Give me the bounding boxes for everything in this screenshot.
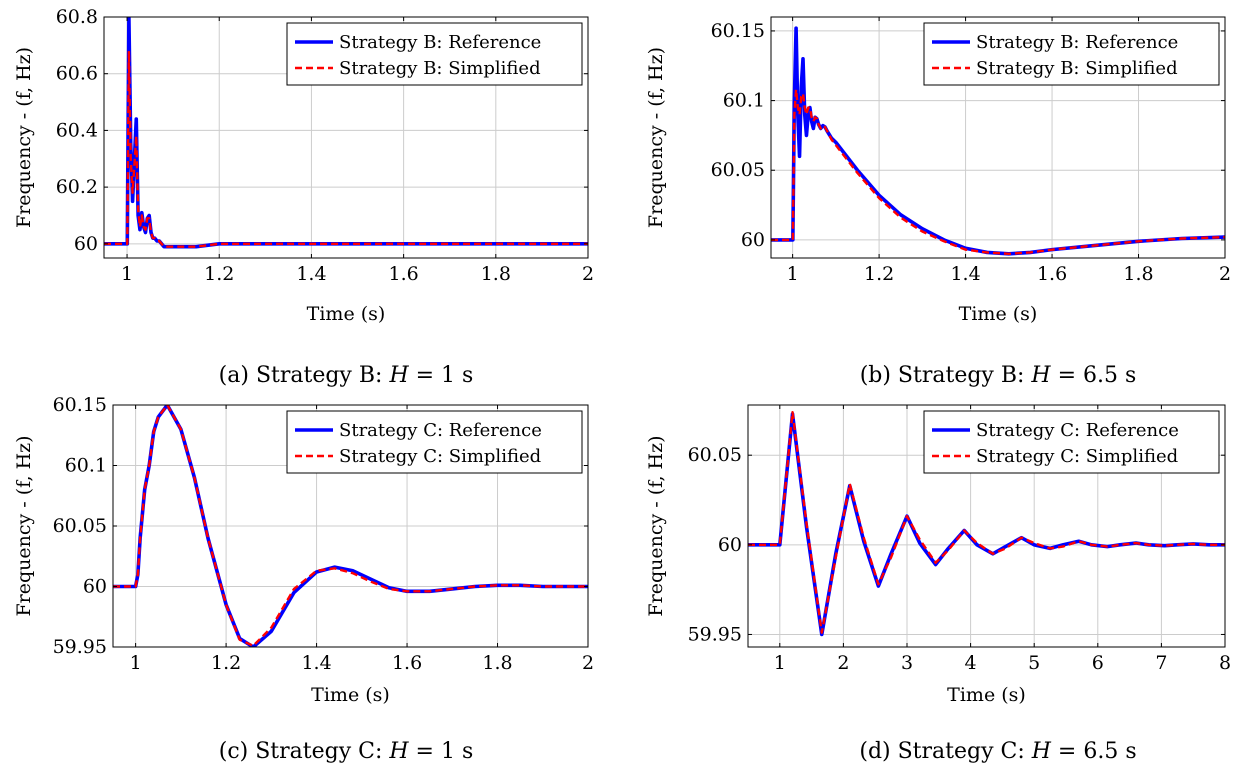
- y-tick-label: 60.15: [711, 20, 765, 42]
- y-tick-label: 60.05: [53, 515, 107, 537]
- x-tick-label: 1: [130, 652, 142, 674]
- x-tick-label: 1.6: [1037, 263, 1067, 285]
- legend-entry-label: Strategy B: Simplified: [976, 58, 1178, 79]
- y-tick-label: 60: [741, 229, 765, 251]
- chart-panel-c: 1 1.2 1.4 1.6 1.8 2 59.95 60 60.05 60.1 60.15 Time …: [13, 394, 594, 764]
- chart-panel-b: 1 1.2 1.4 1.6 1.8 2 60 60.05 60.1 60.15 Time (s) Fr…: [645, 16, 1231, 388]
- x-tick-label: 1.4: [301, 652, 331, 674]
- simplified-series-line: [104, 49, 588, 248]
- y-tick-label: 59.95: [53, 636, 107, 658]
- x-tick-label: 7: [1155, 652, 1167, 674]
- subfigure-caption: (d) Strategy C: H = 6.5 s: [859, 739, 1136, 764]
- x-tick-label: 2: [1219, 263, 1231, 285]
- x-tick-label: 4: [965, 652, 977, 674]
- simplified-series-line: [748, 410, 1225, 634]
- x-axis-label: Time (s): [947, 684, 1026, 706]
- x-tick-label: 1: [787, 263, 799, 285]
- legend: Strategy C: Reference Strategy C: Simplif…: [923, 410, 1220, 474]
- y-axis-label: Frequency - (f, Hz): [13, 435, 35, 616]
- reference-series-line: [748, 412, 1225, 637]
- plot-frame: [103, 16, 589, 259]
- legend: Strategy B: Reference Strategy B: Simplif…: [923, 22, 1220, 86]
- x-tick-label: 1.8: [1123, 263, 1153, 285]
- x-axis-label: Time (s): [311, 684, 390, 706]
- plot-frame: [770, 16, 1226, 259]
- x-tick-label: 6: [1092, 652, 1104, 674]
- legend-entry-label: Strategy C: Simplified: [976, 446, 1178, 467]
- y-tick-label: 60: [83, 576, 107, 598]
- simplified-series-line: [771, 88, 1225, 256]
- x-tick-label: 2: [582, 652, 594, 674]
- legend-box: [923, 22, 1220, 86]
- x-tick-label: 5: [1028, 652, 1040, 674]
- x-tick-label: 1: [774, 652, 786, 674]
- subfigure-caption: (c) Strategy C: H = 1 s: [219, 739, 474, 764]
- y-tick-label: 60.6: [56, 63, 98, 85]
- subfigure-caption: (b) Strategy B: H = 6.5 s: [860, 363, 1137, 388]
- y-tick-label: 59.95: [688, 623, 742, 645]
- legend-box: [286, 410, 583, 474]
- y-tick-label: 60.8: [56, 6, 98, 28]
- x-tick-label: 1.8: [481, 263, 511, 285]
- chart-panel-d: 1 2 3 4 5 6 7 8 59.95 60 60.05 Time (s) Frequency - …: [645, 404, 1231, 764]
- legend-entry-label: Strategy C: Reference: [976, 420, 1179, 441]
- y-tick-label: 60.15: [53, 394, 107, 416]
- x-tick-label: 2: [837, 652, 849, 674]
- y-tick-label: 60: [74, 233, 98, 255]
- legend-entry-label: Strategy C: Simplified: [339, 446, 541, 467]
- x-axis-label: Time (s): [307, 303, 386, 325]
- legend-entry-label: Strategy C: Reference: [339, 420, 542, 441]
- y-axis-label: Frequency - (f, Hz): [645, 435, 667, 616]
- y-axis-label: Frequency - (f, Hz): [13, 47, 35, 228]
- y-tick-label: 60.2: [56, 176, 98, 198]
- x-axis-label: Time (s): [959, 303, 1038, 325]
- x-tick-label: 1.6: [392, 652, 422, 674]
- y-axis-label: Frequency - (f, Hz): [645, 47, 667, 228]
- subfigure-caption: (a) Strategy B: H = 1 s: [219, 363, 474, 388]
- chart-panel-a: 1 1.2 1.4 1.6 1.8 2 60 60.2 60.4 60.6 60.8 Time (s)…: [13, 6, 594, 388]
- y-tick-label: 60.1: [723, 90, 765, 112]
- reference-series-line: [104, 17, 588, 249]
- x-tick-label: 1.6: [389, 263, 419, 285]
- x-tick-label: 1: [121, 263, 133, 285]
- legend-entry-label: Strategy B: Simplified: [339, 58, 541, 79]
- x-tick-label: 1.4: [950, 263, 980, 285]
- y-tick-label: 60.05: [688, 444, 742, 466]
- legend: Strategy C: Reference Strategy C: Simplif…: [286, 410, 583, 474]
- legend-box: [286, 22, 583, 86]
- legend: Strategy B: Reference Strategy B: Simplif…: [286, 22, 583, 86]
- x-tick-label: 1.4: [296, 263, 326, 285]
- x-tick-label: 1.2: [204, 263, 234, 285]
- y-tick-label: 60.05: [711, 159, 765, 181]
- legend-entry-label: Strategy B: Reference: [976, 32, 1178, 53]
- y-tick-label: 60: [718, 534, 742, 556]
- x-tick-label: 8: [1219, 652, 1231, 674]
- simplified-series-line: [113, 405, 588, 647]
- y-tick-label: 60.4: [56, 119, 98, 141]
- x-tick-label: 3: [901, 652, 913, 674]
- y-tick-label: 60.1: [65, 455, 107, 477]
- legend-entry-label: Strategy B: Reference: [339, 32, 541, 53]
- x-tick-label: 1.2: [211, 652, 241, 674]
- legend-box: [923, 410, 1220, 474]
- x-tick-label: 1.8: [482, 652, 512, 674]
- x-tick-label: 1.2: [864, 263, 894, 285]
- plot-frame: [747, 404, 1226, 648]
- x-tick-label: 2: [582, 263, 594, 285]
